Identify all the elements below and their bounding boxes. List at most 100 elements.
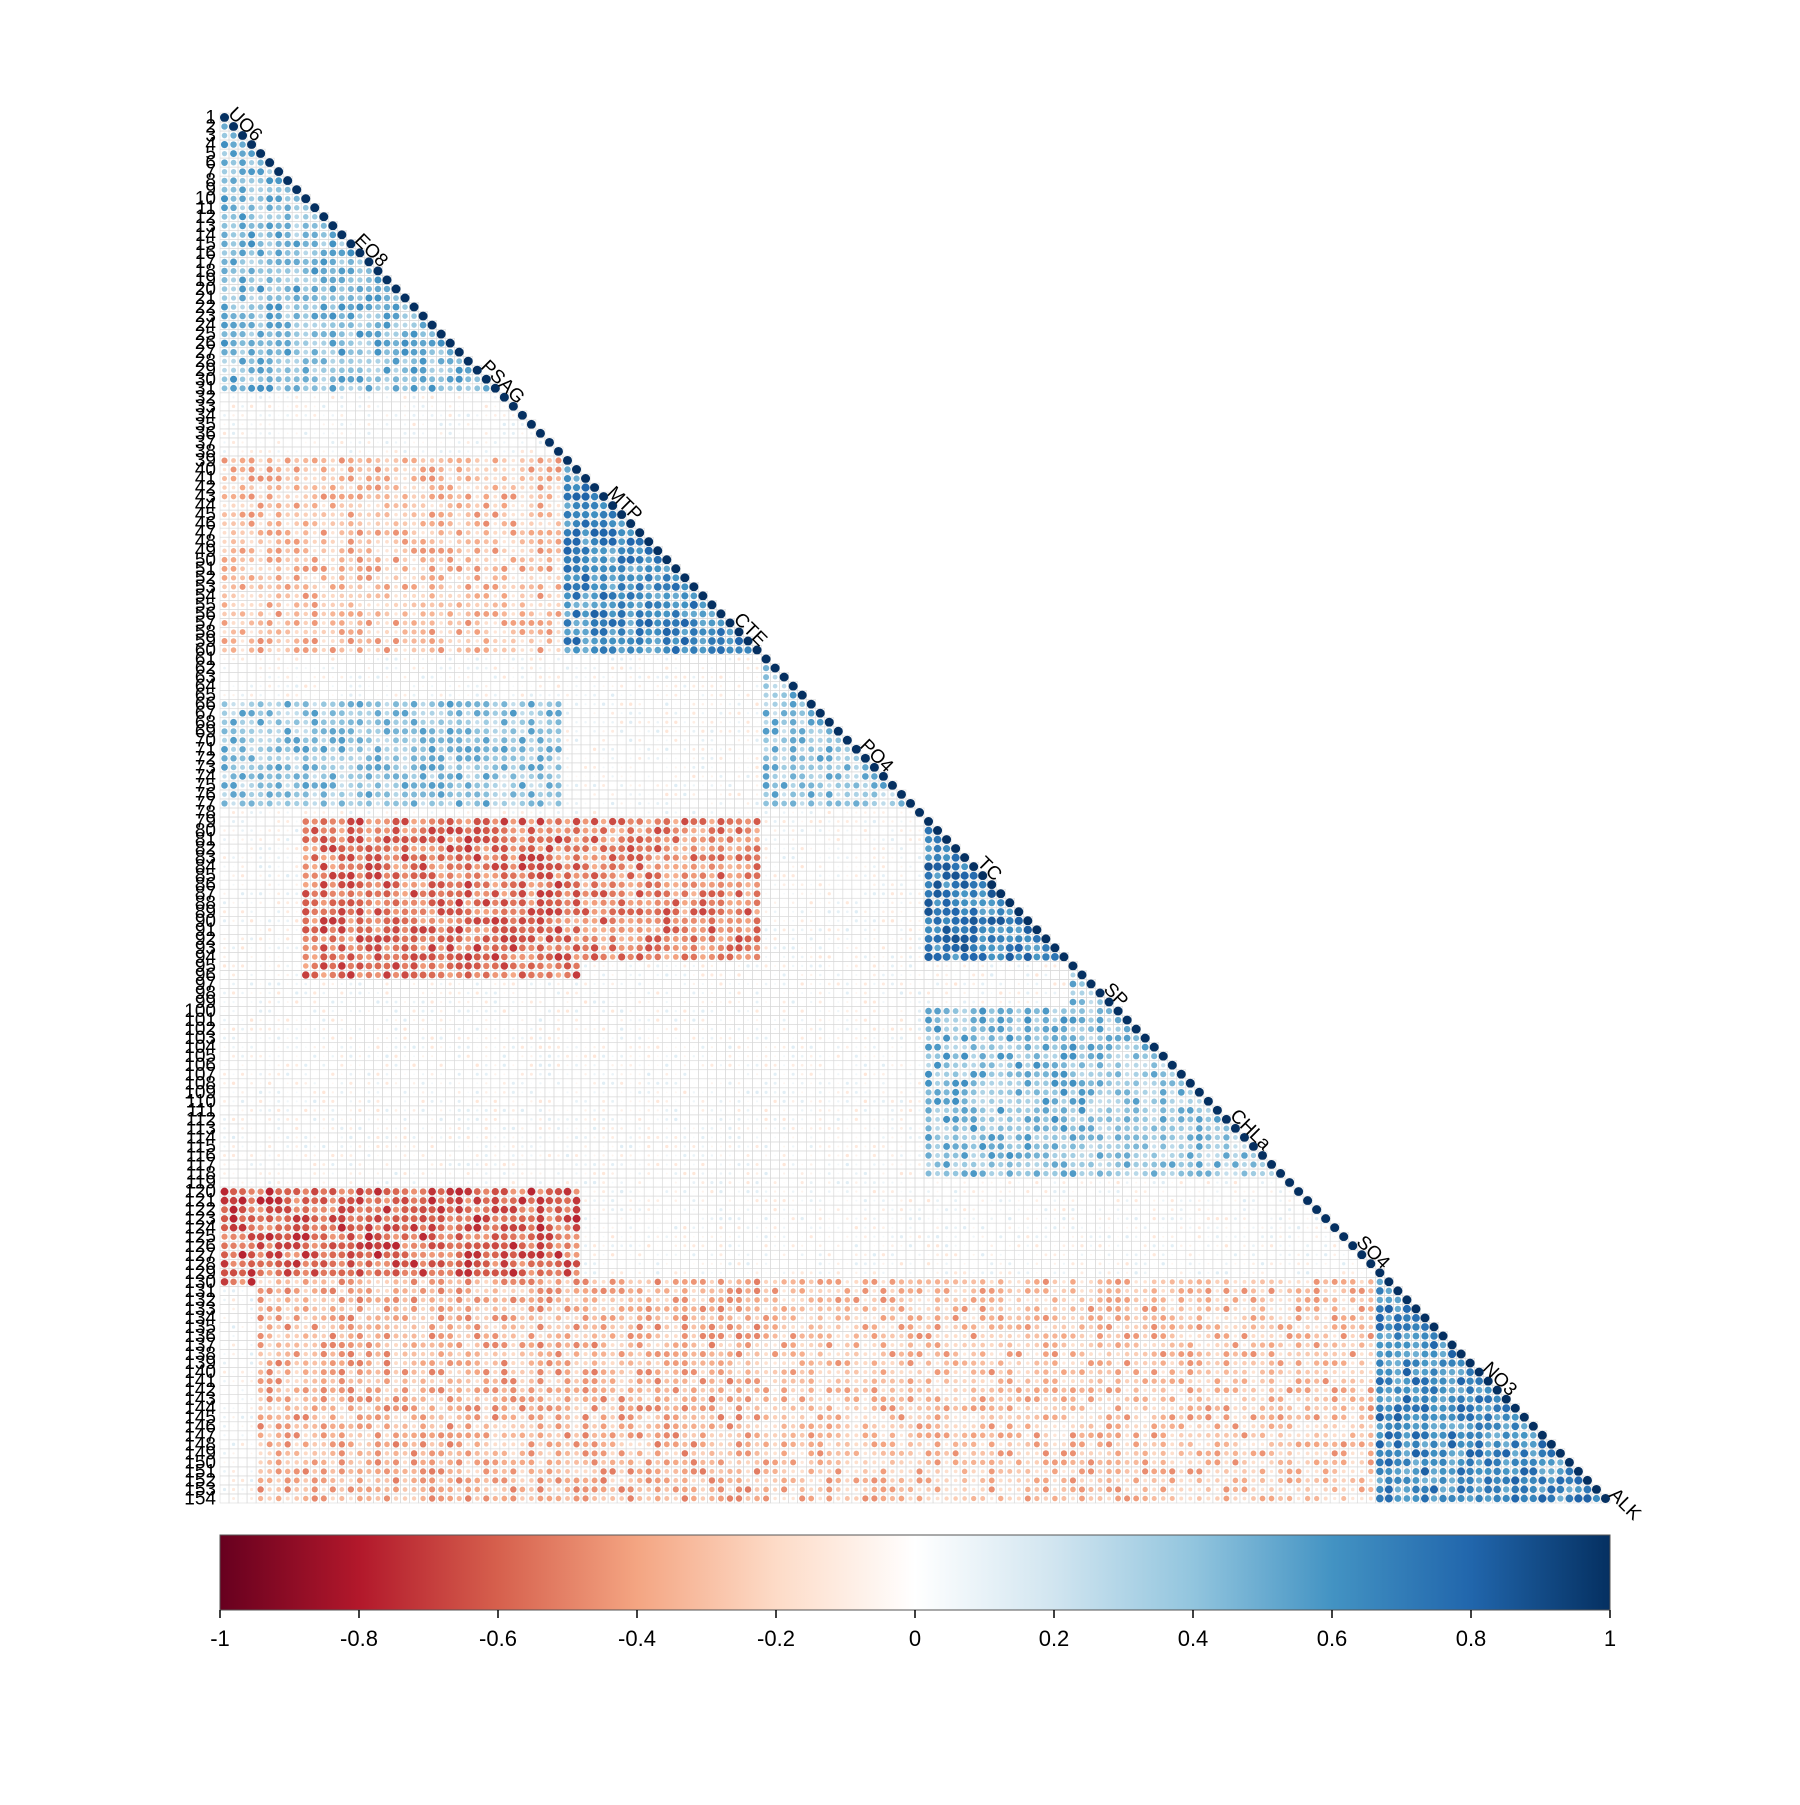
correlation-circle [413,450,415,452]
correlation-circle [339,331,345,337]
correlation-circle [341,432,344,435]
correlation-circle [323,414,325,416]
correlation-circle [239,150,246,157]
correlation-circle [268,432,271,435]
correlation-circle [294,331,300,337]
correlation-circle [474,385,480,391]
correlation-circle [356,331,363,338]
correlation-circle [384,349,390,355]
correlation-circle [258,187,263,192]
correlation-circle [266,385,273,392]
correlation-circle [350,406,351,407]
correlation-circle [294,368,299,373]
correlation-circle [357,286,364,293]
correlation-circle [239,159,246,166]
correlation-circle [323,450,325,452]
correlation-circle [485,432,488,435]
correlation-circle [411,367,418,374]
correlation-circle [332,423,334,425]
correlation-circle [314,405,316,407]
correlation-circle [330,259,336,265]
correlation-circle [284,205,291,212]
correlation-circle [402,313,407,318]
correlation-circle [485,450,488,453]
correlation-circle [231,169,236,174]
correlation-circle [348,286,354,292]
correlation-circle [527,420,536,429]
correlation-circle [332,406,333,407]
correlation-circle [231,295,236,300]
correlation-circle [429,349,435,355]
correlation-circle [248,349,255,356]
correlation-circle [320,304,327,311]
correlation-circle [240,232,246,238]
correlation-circle [375,313,380,318]
correlation-circle [440,414,442,416]
correlation-circle [239,168,246,175]
correlation-circle [266,277,272,283]
correlation-circle [221,340,228,347]
correlation-circle [231,277,236,282]
correlation-circle [240,178,246,184]
correlation-circle [303,295,309,301]
grid-cell [428,429,437,438]
correlation-circle [323,432,325,434]
correlation-circle [357,386,362,391]
correlation-circle [287,450,289,452]
correlation-circle [321,268,328,275]
correlation-circle [404,414,406,416]
correlation-circle [240,305,245,310]
correlation-circle [249,187,254,192]
correlation-circle [267,286,272,291]
correlation-circle [258,214,263,219]
correlation-circle [331,396,334,399]
correlation-circle [249,196,254,201]
correlation-circle [512,423,515,426]
correlation-circle [366,304,373,311]
correlation-circle [249,277,255,283]
correlation-circle [231,223,236,228]
correlation-circle [303,304,309,310]
correlation-circle [232,423,235,426]
correlation-circle [312,304,317,309]
correlation-circle [429,385,436,392]
correlation-circle [440,432,443,435]
correlation-circle [375,376,381,382]
correlation-circle [276,295,282,301]
correlation-circle [285,187,291,193]
correlation-circle [239,313,245,319]
correlation-circle [375,331,382,338]
correlation-circle [249,250,255,256]
correlation-circle [449,423,452,426]
correlation-circle [339,286,345,292]
correlation-circle [230,132,236,138]
correlation-circle [438,385,444,391]
correlation-circle [411,340,418,347]
correlation-circle [294,223,299,228]
correlation-circle [239,295,246,302]
correlation-circle [357,349,363,355]
correlation-circle [404,423,406,425]
correlation-circle [395,433,396,434]
correlation-circle [222,214,228,220]
grid-cell [473,393,482,402]
correlation-circle [305,397,307,399]
correlation-circle [258,322,263,327]
correlation-circle [284,259,290,265]
correlation-circle [294,376,300,382]
correlation-circle [312,385,318,391]
correlation-circle [249,160,254,165]
correlation-circle [411,376,417,382]
correlation-circle [348,277,354,283]
correlation-circle [295,396,298,399]
correlation-circle [258,268,264,274]
correlation-circle [402,304,408,310]
correlation-circle [258,196,264,202]
correlation-circle [458,414,461,417]
correlation-circle [248,205,254,211]
correlation-circle [458,450,461,453]
correlation-circle [438,340,445,347]
correlation-circle [403,323,408,328]
correlation-circle [449,414,452,417]
correlation-circle [293,285,300,292]
